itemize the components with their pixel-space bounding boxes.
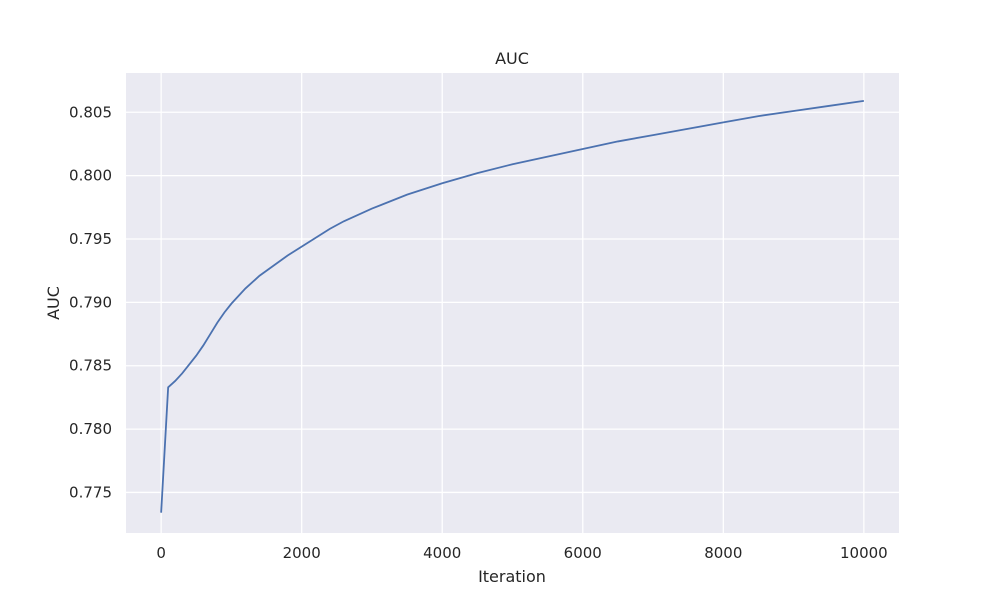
- y-tick-label: 0.800: [69, 167, 112, 185]
- x-tick-label: 2000: [283, 544, 321, 562]
- auc-series-line: [160, 99, 864, 513]
- y-axis-label: AUC: [44, 286, 63, 320]
- x-tick-label: 10000: [840, 544, 888, 562]
- y-tick-label: 0.795: [69, 230, 112, 248]
- y-tick-labels: 0.775 0.780 0.785 0.790 0.795 0.800 0.805: [69, 103, 112, 501]
- x-tick-label: 0: [156, 544, 166, 562]
- y-gridlines: [126, 111, 899, 494]
- y-tick-label: 0.780: [69, 420, 112, 438]
- y-tick-label: 0.785: [69, 357, 112, 375]
- chart-title: AUC: [495, 49, 529, 68]
- y-tick-label: 0.805: [69, 103, 112, 121]
- x-tick-label: 4000: [423, 544, 461, 562]
- x-tick-labels: 0 2000 4000 6000 8000 10000: [156, 544, 887, 562]
- y-tick-label: 0.790: [69, 293, 112, 311]
- x-tick-label: 8000: [704, 544, 742, 562]
- x-axis-label: Iteration: [478, 567, 546, 586]
- x-tick-label: 6000: [564, 544, 602, 562]
- y-tick-label: 0.775: [69, 483, 112, 501]
